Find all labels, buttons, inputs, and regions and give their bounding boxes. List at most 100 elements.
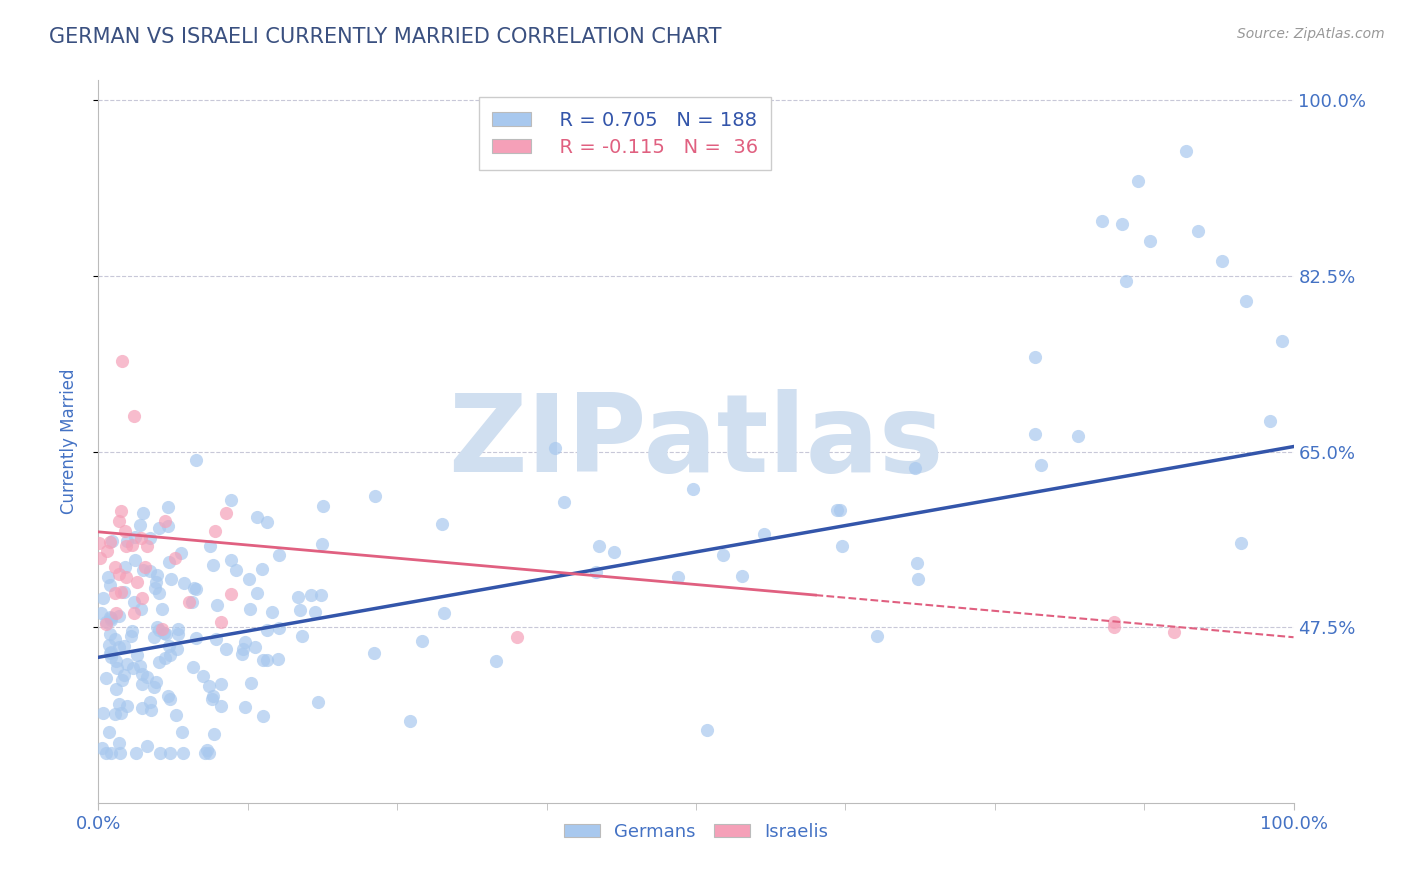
Point <box>184 453 207 467</box>
Point <box>117 699 139 714</box>
Point <box>219 553 242 567</box>
Point <box>131 676 153 690</box>
Point <box>183 581 205 595</box>
Point <box>866 629 889 643</box>
Point <box>1163 625 1185 640</box>
Point <box>256 624 278 638</box>
Point <box>209 677 232 691</box>
Point <box>103 707 125 722</box>
Point <box>139 564 162 578</box>
Point <box>136 739 159 753</box>
Point <box>143 630 166 644</box>
Point <box>205 598 228 612</box>
Point <box>731 569 754 583</box>
Point <box>256 516 278 530</box>
Point <box>111 673 134 688</box>
Point <box>159 648 181 662</box>
Point <box>398 714 420 729</box>
Point <box>149 746 172 760</box>
Point <box>110 504 132 518</box>
Point <box>287 591 309 605</box>
Point <box>170 725 193 739</box>
Point <box>141 703 163 717</box>
Point <box>202 727 225 741</box>
Point <box>128 517 150 532</box>
Point <box>148 656 170 670</box>
Point <box>311 589 333 603</box>
Point <box>148 623 170 637</box>
Point <box>184 632 207 646</box>
Point <box>115 539 138 553</box>
Point <box>132 562 155 576</box>
Legend: Germans, Israelis: Germans, Israelis <box>557 815 835 848</box>
Point <box>139 695 162 709</box>
Point <box>186 582 208 597</box>
Text: ZIPatlas: ZIPatlas <box>449 389 943 494</box>
Point <box>260 605 283 619</box>
Point <box>180 595 202 609</box>
Point <box>101 533 124 548</box>
Point <box>124 606 146 620</box>
Point <box>1029 458 1052 473</box>
Point <box>91 741 114 756</box>
Point <box>96 615 118 630</box>
Point <box>830 503 852 517</box>
Point <box>831 539 853 553</box>
Point <box>165 551 187 566</box>
Point <box>115 534 138 549</box>
Point <box>94 617 117 632</box>
Point <box>129 602 152 616</box>
Point <box>173 576 195 591</box>
Point <box>167 622 190 636</box>
Point <box>1104 615 1126 630</box>
Point <box>124 595 146 609</box>
Point <box>139 531 162 545</box>
Point <box>202 689 225 703</box>
Point <box>131 700 153 714</box>
Point <box>124 552 146 566</box>
Point <box>112 585 135 599</box>
Point <box>98 724 121 739</box>
Point <box>108 697 131 711</box>
Point <box>172 746 194 760</box>
Point <box>311 537 333 551</box>
Point <box>100 649 122 664</box>
Point <box>107 640 129 655</box>
Point <box>585 565 607 579</box>
Point <box>198 680 221 694</box>
Point <box>1258 414 1281 428</box>
Point <box>124 409 146 424</box>
Point <box>181 660 204 674</box>
Point <box>115 570 138 584</box>
Point <box>166 642 188 657</box>
Point <box>167 627 190 641</box>
Point <box>198 540 221 554</box>
Point <box>112 640 135 654</box>
Point <box>98 627 121 641</box>
Point <box>115 657 138 672</box>
Point <box>160 572 183 586</box>
Point <box>89 551 111 566</box>
Point <box>153 625 176 640</box>
Point <box>104 585 127 599</box>
Point <box>411 634 433 648</box>
Point <box>825 503 848 517</box>
Point <box>544 442 567 456</box>
Point <box>288 603 311 617</box>
Point <box>153 514 176 528</box>
Point <box>146 620 169 634</box>
Point <box>98 609 121 624</box>
Text: GERMAN VS ISRAELI CURRENTLY MARRIED CORRELATION CHART: GERMAN VS ISRAELI CURRENTLY MARRIED CORR… <box>49 27 721 46</box>
Point <box>96 544 118 558</box>
Point <box>98 534 121 549</box>
Point <box>148 585 170 599</box>
Point <box>1271 334 1294 348</box>
Point <box>215 641 238 656</box>
Point <box>205 632 228 646</box>
Point <box>107 514 129 528</box>
Point <box>110 584 132 599</box>
Point <box>159 692 181 706</box>
Point <box>1111 217 1133 231</box>
Point <box>155 626 177 640</box>
Point <box>157 519 180 533</box>
